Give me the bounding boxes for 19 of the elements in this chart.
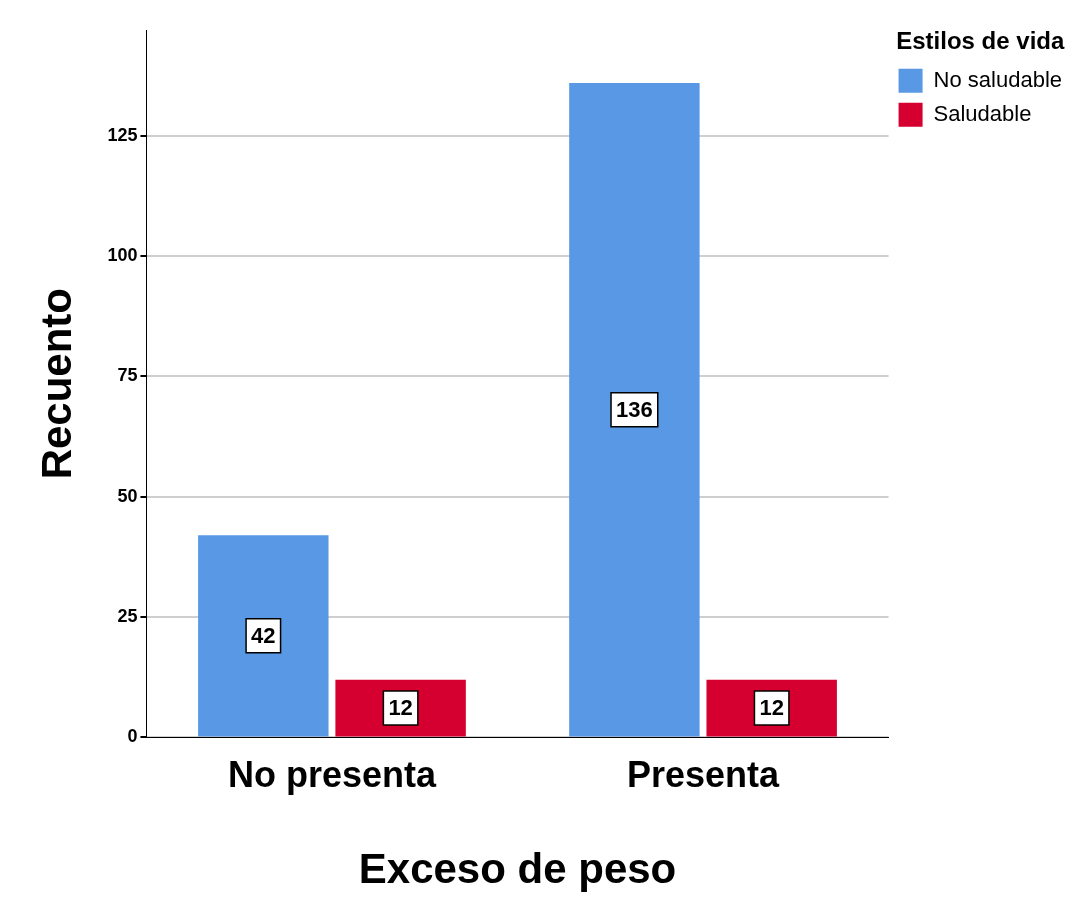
bar (198, 535, 329, 737)
y-tick-label: 25 (117, 606, 138, 627)
y-tick-label: 50 (117, 485, 138, 506)
legend-label: Saludable (933, 100, 1032, 126)
y-tick-label: 0 (127, 726, 138, 747)
data-label: 12 (759, 695, 784, 721)
y-tick-label: 125 (107, 124, 138, 145)
legend-title: Estilos de vida (896, 26, 1065, 54)
y-tick-label: 75 (117, 365, 138, 386)
data-label: 136 (616, 396, 653, 422)
y-tick-label: 100 (107, 245, 138, 266)
x-tick-label: Presenta (626, 753, 781, 795)
y-axis-title: Recuento (32, 288, 80, 480)
x-tick-label: No presenta (227, 753, 437, 795)
data-label: 42 (251, 622, 276, 648)
bar (569, 82, 700, 737)
x-axis-title: Exceso de peso (358, 845, 677, 893)
legend-label: No saludable (933, 66, 1063, 92)
data-label: 12 (388, 695, 413, 721)
